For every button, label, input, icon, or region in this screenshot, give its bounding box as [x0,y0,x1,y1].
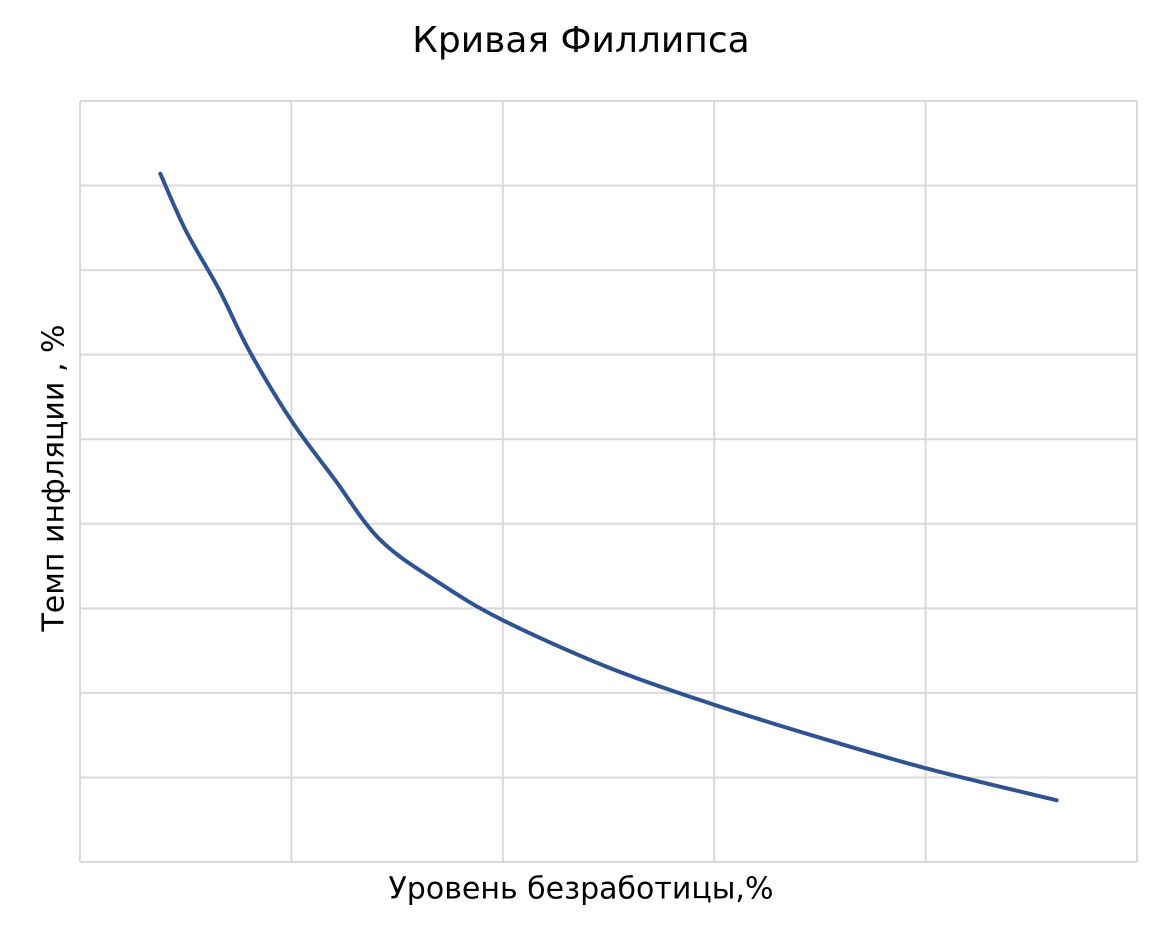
y-axis-label: Темп инфляции , % [37,324,72,632]
data-line [158,171,1059,803]
x-axis-label: Уровень безработицы,% [389,872,774,907]
chart-title: Кривая Филлипса [412,20,749,61]
